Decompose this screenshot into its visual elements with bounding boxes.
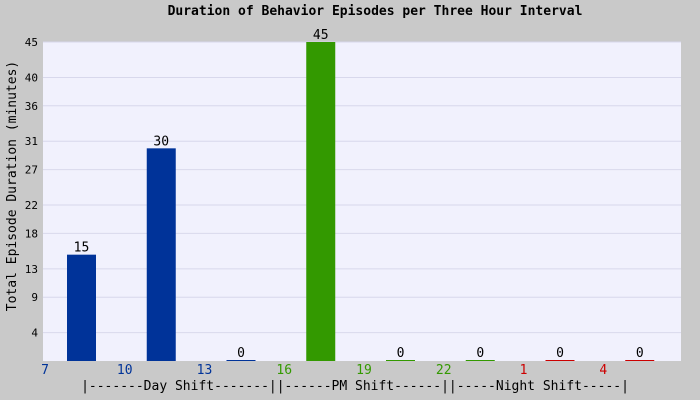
data-label-16: 45 xyxy=(313,28,329,43)
y-tick-label: 36 xyxy=(25,100,38,113)
x-tick-label-4: 4 xyxy=(599,363,607,378)
data-label-10: 30 xyxy=(153,134,169,149)
y-tick-label: 22 xyxy=(25,199,38,212)
y-tick-label: 4 xyxy=(31,327,38,340)
y-tick-labels: 4 9 13 18 22 27 31 36 40 45 xyxy=(25,36,39,340)
data-label-1: 0 xyxy=(556,346,564,361)
y-axis-label: Total Episode Duration (minutes) xyxy=(5,61,20,311)
x-tick-label-16: 16 xyxy=(276,363,292,378)
data-label-19: 0 xyxy=(397,346,405,361)
bar-16 xyxy=(306,42,336,361)
data-label-22: 0 xyxy=(476,346,484,361)
y-tick-label: 27 xyxy=(25,164,38,177)
bar-19 xyxy=(386,360,415,361)
data-label-13: 0 xyxy=(237,346,245,361)
x-tick-label-10: 10 xyxy=(117,363,133,378)
x-tick-labels: 7 10 13 16 19 22 1 4 xyxy=(41,363,607,378)
bar-13 xyxy=(226,360,256,361)
bar-10 xyxy=(146,148,176,361)
y-tick-label: 18 xyxy=(25,227,38,240)
y-tick-label: 40 xyxy=(25,71,38,84)
bar-1 xyxy=(545,360,575,361)
y-tick-label: 45 xyxy=(25,36,38,49)
x-tick-label-1: 1 xyxy=(520,363,528,378)
bar-22 xyxy=(465,360,495,361)
value-labels: 15 30 0 45 0 0 0 0 xyxy=(74,28,644,361)
x-axis-label: |-------Day Shift-------||------PM Shift… xyxy=(81,379,629,394)
y-tick-label: 9 xyxy=(31,291,38,304)
chart-title: Duration of Behavior Episodes per Three … xyxy=(168,4,583,19)
x-tick-label-7: 7 xyxy=(41,363,49,378)
x-tick-label-19: 19 xyxy=(356,363,372,378)
y-tick-label: 13 xyxy=(25,263,38,276)
x-tick-label-22: 22 xyxy=(436,363,452,378)
plot-area xyxy=(43,42,681,361)
data-label-4: 0 xyxy=(636,346,644,361)
x-tick-label-13: 13 xyxy=(197,363,213,378)
bars xyxy=(67,42,655,361)
bar-4 xyxy=(625,360,655,361)
bar-7 xyxy=(67,254,96,361)
y-tick-label: 31 xyxy=(25,135,38,148)
data-label-7: 15 xyxy=(74,241,90,256)
